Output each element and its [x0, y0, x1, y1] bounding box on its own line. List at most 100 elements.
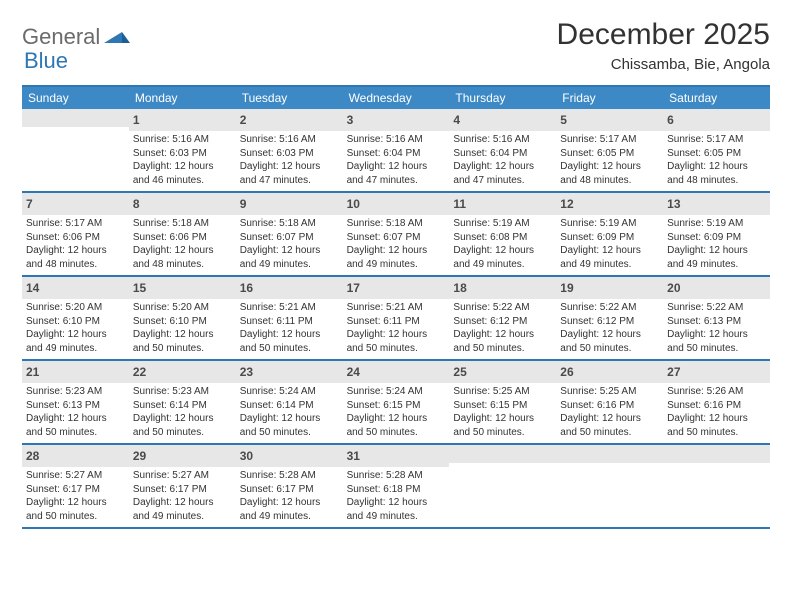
day-info: Sunrise: 5:19 AMSunset: 6:09 PMDaylight:… — [560, 217, 659, 271]
info-line: and 47 minutes. — [240, 174, 339, 188]
info-line: Sunset: 6:09 PM — [667, 231, 766, 245]
day-number: 7 — [26, 197, 33, 211]
daynum-bar: 25 — [449, 361, 556, 383]
info-line: Daylight: 12 hours — [26, 496, 125, 510]
dow-header: Monday — [129, 87, 236, 109]
day-number: 28 — [26, 449, 39, 463]
info-line: Sunset: 6:07 PM — [347, 231, 446, 245]
daynum-bar: 15 — [129, 277, 236, 299]
info-line: Daylight: 12 hours — [560, 412, 659, 426]
day-number: 11 — [453, 197, 466, 211]
info-line: Daylight: 12 hours — [453, 244, 552, 258]
day-info: Sunrise: 5:17 AMSunset: 6:05 PMDaylight:… — [560, 133, 659, 187]
daynum-bar — [663, 445, 770, 463]
info-line: Sunset: 6:12 PM — [560, 315, 659, 329]
day-number: 26 — [560, 365, 573, 379]
daynum-bar: 10 — [343, 193, 450, 215]
info-line: Sunrise: 5:23 AM — [133, 385, 232, 399]
day-cell: 28 Sunrise: 5:27 AMSunset: 6:17 PMDayligh… — [22, 445, 129, 527]
day-cell: 19Sunrise: 5:22 AMSunset: 6:12 PMDayligh… — [556, 277, 663, 359]
day-number: 9 — [240, 197, 247, 211]
day-info: Sunrise: 5:26 AMSunset: 6:16 PMDaylight:… — [667, 385, 766, 439]
header: General December 2025 Chissamba, Bie, An… — [22, 18, 770, 73]
info-line: Sunrise: 5:19 AM — [667, 217, 766, 231]
day-info: Sunrise: 5:22 AMSunset: 6:12 PMDaylight:… — [560, 301, 659, 355]
day-cell: 17Sunrise: 5:21 AMSunset: 6:11 PMDayligh… — [343, 277, 450, 359]
day-cell: 12Sunrise: 5:19 AMSunset: 6:09 PMDayligh… — [556, 193, 663, 275]
day-info: Sunrise: 5:25 AMSunset: 6:15 PMDaylight:… — [453, 385, 552, 439]
info-line: Sunrise: 5:27 AM — [26, 469, 125, 483]
day-number: 27 — [667, 365, 680, 379]
day-number: 2 — [240, 113, 247, 127]
day-info: Sunrise: 5:21 AMSunset: 6:11 PMDaylight:… — [240, 301, 339, 355]
day-cell: 25Sunrise: 5:25 AMSunset: 6:15 PMDayligh… — [449, 361, 556, 443]
daynum-bar: 26 — [556, 361, 663, 383]
info-line: Daylight: 12 hours — [240, 244, 339, 258]
daynum-bar: 28 — [22, 445, 129, 467]
info-line: and 50 minutes. — [667, 342, 766, 356]
day-cell: 13Sunrise: 5:19 AMSunset: 6:09 PMDayligh… — [663, 193, 770, 275]
brand-mark-icon — [104, 26, 130, 49]
info-line: and 50 minutes. — [347, 342, 446, 356]
info-line: Sunrise: 5:26 AM — [667, 385, 766, 399]
daynum-bar: 18 — [449, 277, 556, 299]
info-line: and 50 minutes. — [240, 342, 339, 356]
day-cell: 2Sunrise: 5:16 AMSunset: 6:03 PMDaylight… — [236, 109, 343, 191]
day-info: Sunrise: 5:19 AMSunset: 6:09 PMDaylight:… — [667, 217, 766, 271]
day-cell: 9 Sunrise: 5:18 AMSunset: 6:07 PMDaylight… — [236, 193, 343, 275]
info-line: Daylight: 12 hours — [26, 412, 125, 426]
day-info: Sunrise: 5:19 AMSunset: 6:08 PMDaylight:… — [453, 217, 552, 271]
location: Chissamba, Bie, Angola — [557, 56, 770, 73]
info-line: Daylight: 12 hours — [133, 496, 232, 510]
day-number: 29 — [133, 449, 146, 463]
daynum-bar: 12 — [556, 193, 663, 215]
daynum-bar: 3 — [343, 109, 450, 131]
day-cell: 18Sunrise: 5:22 AMSunset: 6:12 PMDayligh… — [449, 277, 556, 359]
info-line: Sunrise: 5:22 AM — [453, 301, 552, 315]
info-line: Daylight: 12 hours — [133, 328, 232, 342]
day-info: Sunrise: 5:27 AMSunset: 6:17 PMDaylight:… — [26, 469, 125, 523]
info-line: Daylight: 12 hours — [667, 328, 766, 342]
info-line: Sunrise: 5:19 AM — [453, 217, 552, 231]
info-line: and 49 minutes. — [240, 510, 339, 524]
daynum-bar: 31 — [343, 445, 450, 467]
day-info: Sunrise: 5:18 AMSunset: 6:07 PMDaylight:… — [240, 217, 339, 271]
info-line: Sunrise: 5:16 AM — [347, 133, 446, 147]
info-line: and 49 minutes. — [347, 258, 446, 272]
info-line: and 49 minutes. — [240, 258, 339, 272]
info-line: Sunset: 6:05 PM — [560, 147, 659, 161]
info-line: and 48 minutes. — [26, 258, 125, 272]
calendar-grid: SundayMondayTuesdayWednesdayThursdayFrid… — [22, 85, 770, 529]
info-line: Sunrise: 5:25 AM — [560, 385, 659, 399]
info-line: Sunset: 6:13 PM — [26, 399, 125, 413]
day-info: Sunrise: 5:16 AMSunset: 6:04 PMDaylight:… — [347, 133, 446, 187]
brand-line2: Blue — [24, 48, 68, 74]
day-info: Sunrise: 5:27 AMSunset: 6:17 PMDaylight:… — [133, 469, 232, 523]
day-cell: 14Sunrise: 5:20 AMSunset: 6:10 PMDayligh… — [22, 277, 129, 359]
info-line: Daylight: 12 hours — [560, 244, 659, 258]
info-line: and 49 minutes. — [133, 510, 232, 524]
dow-header: Saturday — [663, 87, 770, 109]
daynum-bar: 23 — [236, 361, 343, 383]
info-line: Sunrise: 5:22 AM — [560, 301, 659, 315]
daynum-bar: 22 — [129, 361, 236, 383]
info-line: and 49 minutes. — [560, 258, 659, 272]
day-info: Sunrise: 5:22 AMSunset: 6:12 PMDaylight:… — [453, 301, 552, 355]
day-cell: 29 Sunrise: 5:27 AMSunset: 6:17 PMDayligh… — [129, 445, 236, 527]
month-title: December 2025 — [557, 18, 770, 52]
info-line: Sunset: 6:06 PM — [26, 231, 125, 245]
daynum-bar: 29 — [129, 445, 236, 467]
info-line: Sunset: 6:04 PM — [453, 147, 552, 161]
info-line: Sunset: 6:17 PM — [26, 483, 125, 497]
daynum-bar: 5 — [556, 109, 663, 131]
day-info: Sunrise: 5:22 AMSunset: 6:13 PMDaylight:… — [667, 301, 766, 355]
day-info: Sunrise: 5:23 AMSunset: 6:13 PMDaylight:… — [26, 385, 125, 439]
day-cell: 15Sunrise: 5:20 AMSunset: 6:10 PMDayligh… — [129, 277, 236, 359]
info-line: Sunset: 6:03 PM — [133, 147, 232, 161]
info-line: and 50 minutes. — [453, 426, 552, 440]
day-info: Sunrise: 5:20 AMSunset: 6:10 PMDaylight:… — [26, 301, 125, 355]
daynum-bar — [449, 445, 556, 463]
empty-cell — [663, 445, 770, 527]
info-line: Sunset: 6:12 PM — [453, 315, 552, 329]
info-line: Sunrise: 5:16 AM — [453, 133, 552, 147]
